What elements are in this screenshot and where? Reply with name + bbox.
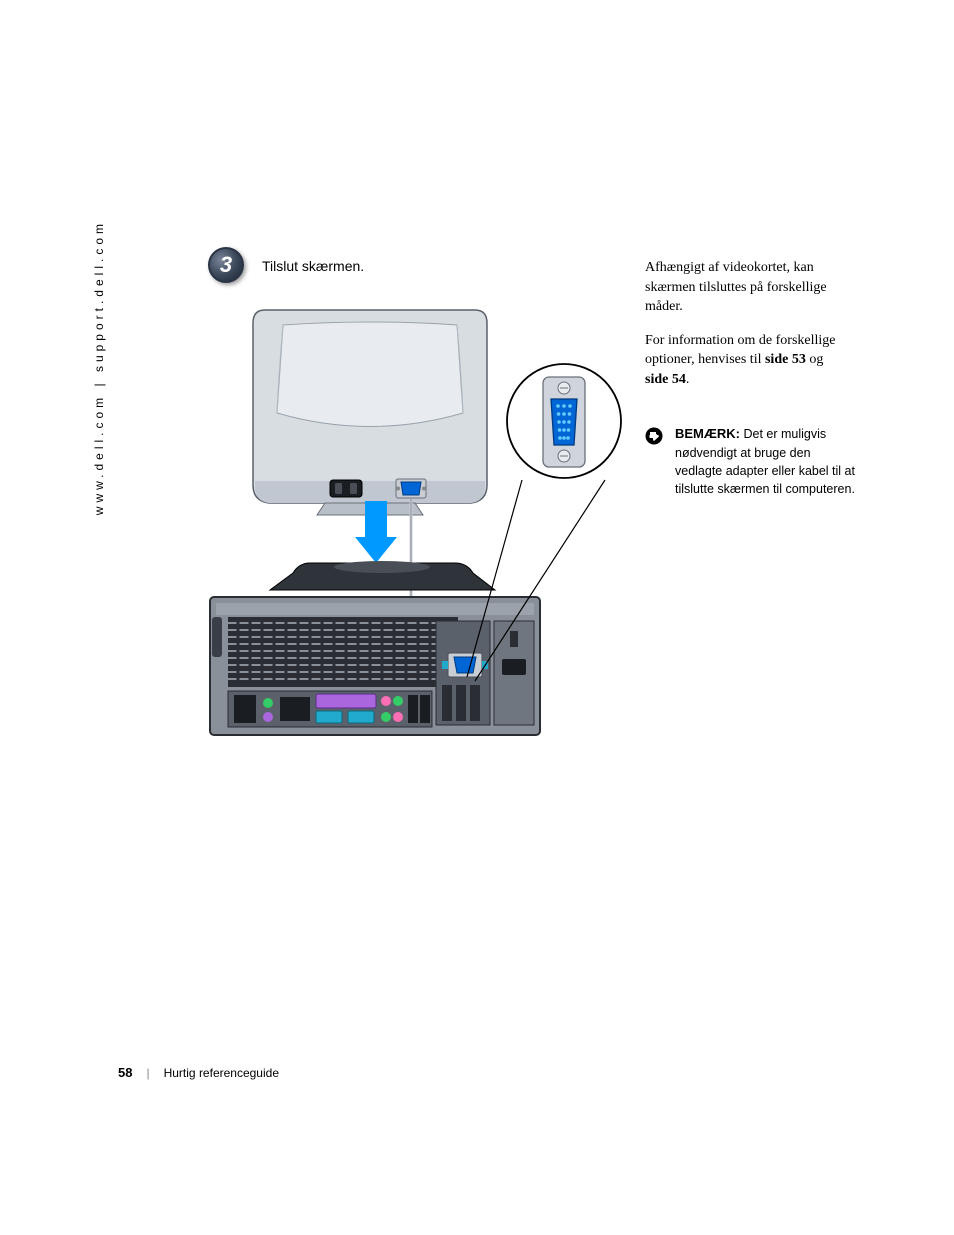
note-label: BEMÆRK:: [675, 426, 740, 441]
para-info: For information om de forskellige option…: [645, 331, 850, 390]
note-icon: [645, 427, 663, 445]
step-circle: 3: [208, 247, 244, 283]
footer-page-number: 58: [118, 1065, 132, 1080]
pc-rear-icon: [210, 597, 540, 735]
page-ref-53: side 53: [765, 352, 806, 367]
para-depends: Afhængigt af videokortet, kan skærmen ti…: [645, 258, 850, 317]
footer-separator: |: [146, 1066, 149, 1080]
page-footer: 58 | Hurtig referenceguide: [118, 1065, 279, 1080]
step-badge: 3: [208, 247, 248, 287]
monitor-icon: [253, 310, 487, 515]
para-info-mid: og: [806, 352, 824, 367]
para-info-suffix: .: [686, 372, 690, 387]
note-text: BEMÆRK: Det er muligvis nødvendigt at br…: [675, 425, 860, 498]
note-block: BEMÆRK: Det er muligvis nødvendigt at br…: [645, 425, 860, 498]
page-ref-54: side 54: [645, 372, 686, 387]
step-number: 3: [220, 252, 232, 278]
setup-diagram: [205, 305, 625, 745]
description-column: Afhængigt af videokortet, kan skærmen ti…: [645, 258, 850, 404]
footer-title: Hurtig referenceguide: [164, 1066, 279, 1080]
step-title: Tilslut skærmen.: [262, 258, 364, 274]
desktop-base-icon: [270, 561, 495, 590]
sidebar-url: www.dell.com | support.dell.com: [92, 220, 106, 515]
